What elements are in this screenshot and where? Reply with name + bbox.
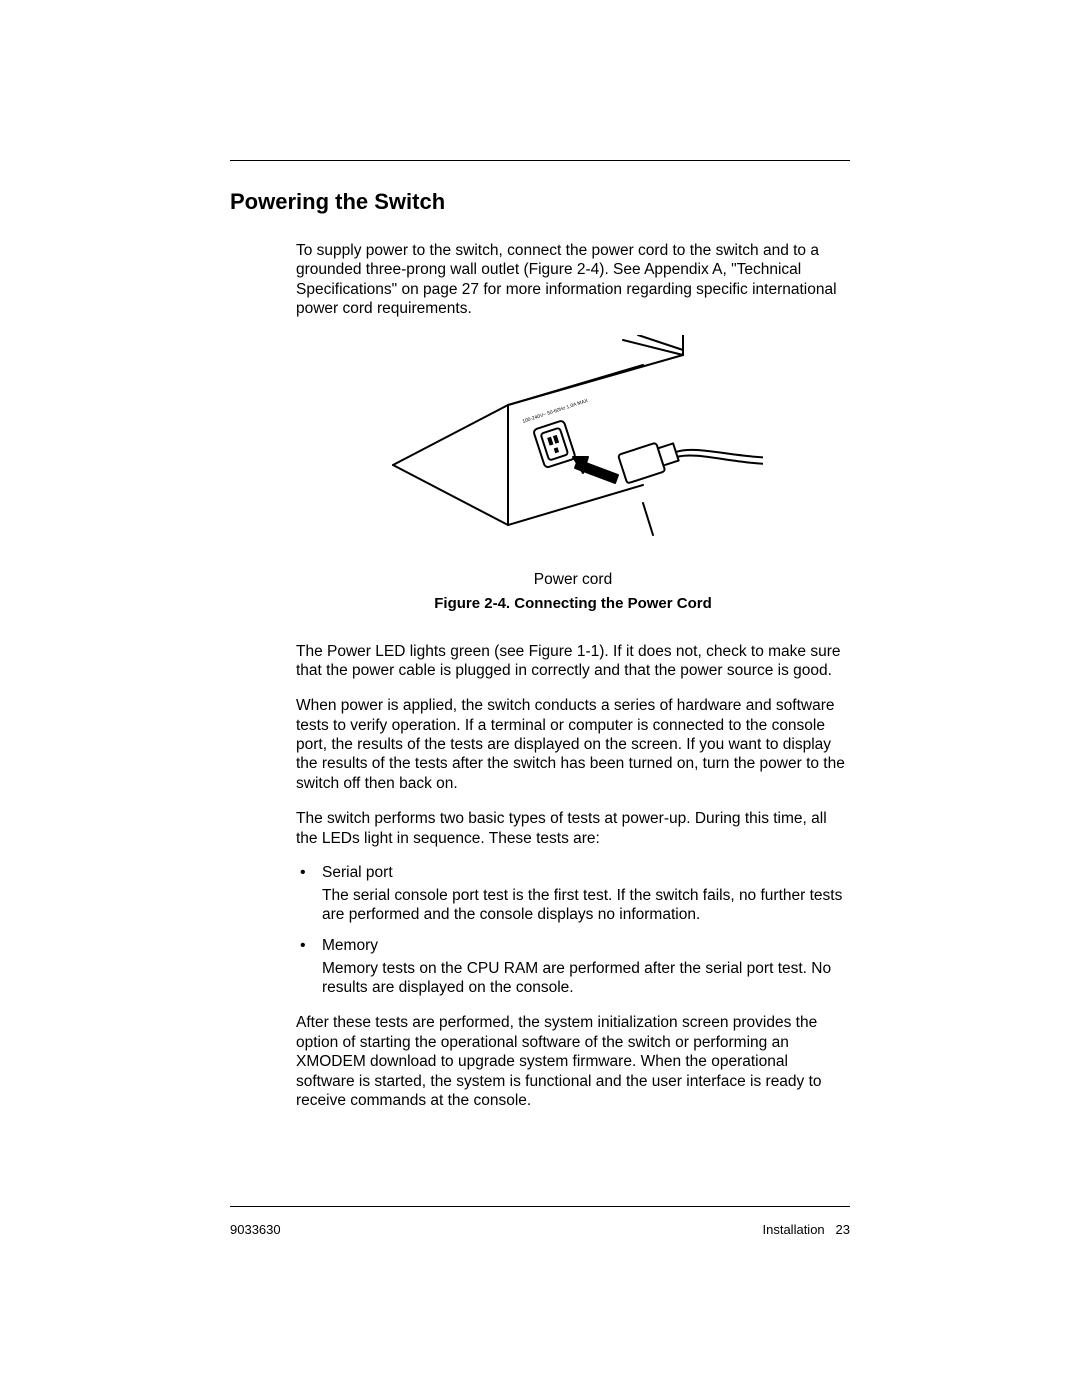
section-name: Installation — [763, 1222, 825, 1237]
tests-list: Serial port The serial console port test… — [296, 864, 850, 998]
after-tests-paragraph: After these tests are performed, the sys… — [296, 1013, 850, 1110]
section-heading: Powering the Switch — [230, 189, 850, 215]
inlet-rating-text: 100-240V~ 50-60Hz 1.0A MAX — [522, 397, 590, 424]
figure-pointer-label: Power cord — [534, 571, 612, 589]
document-page: Powering the Switch To supply power to t… — [0, 0, 1080, 1397]
test-text: The serial console port test is the firs… — [322, 886, 850, 925]
test-title: Serial port — [322, 864, 850, 882]
doc-number: 9033630 — [230, 1222, 281, 1237]
figure-2-4: 100-240V~ 50-60Hz 1.0A MAX — [296, 335, 850, 634]
top-rule — [230, 160, 850, 161]
page-footer: 9033630 Installation 23 — [230, 1222, 850, 1237]
body-block: To supply power to the switch, connect t… — [296, 241, 850, 1110]
test-text: Memory tests on the CPU RAM are performe… — [322, 959, 850, 998]
page-number: 23 — [836, 1222, 850, 1237]
test-title: Memory — [322, 937, 850, 955]
figure-caption: Figure 2-4. Connecting the Power Cord — [434, 595, 712, 612]
intro-paragraph: To supply power to the switch, connect t… — [296, 241, 850, 319]
two-tests-paragraph: The switch performs two basic types of t… — [296, 809, 850, 848]
list-item: Serial port The serial console port test… — [296, 864, 850, 925]
power-cord-illustration: 100-240V~ 50-60Hz 1.0A MAX — [383, 335, 763, 565]
list-item: Memory Memory tests on the CPU RAM are p… — [296, 937, 850, 998]
tests-intro-paragraph: When power is applied, the switch conduc… — [296, 696, 850, 793]
bottom-rule — [230, 1206, 850, 1207]
power-led-paragraph: The Power LED lights green (see Figure 1… — [296, 642, 850, 681]
footer-right: Installation 23 — [763, 1222, 851, 1237]
